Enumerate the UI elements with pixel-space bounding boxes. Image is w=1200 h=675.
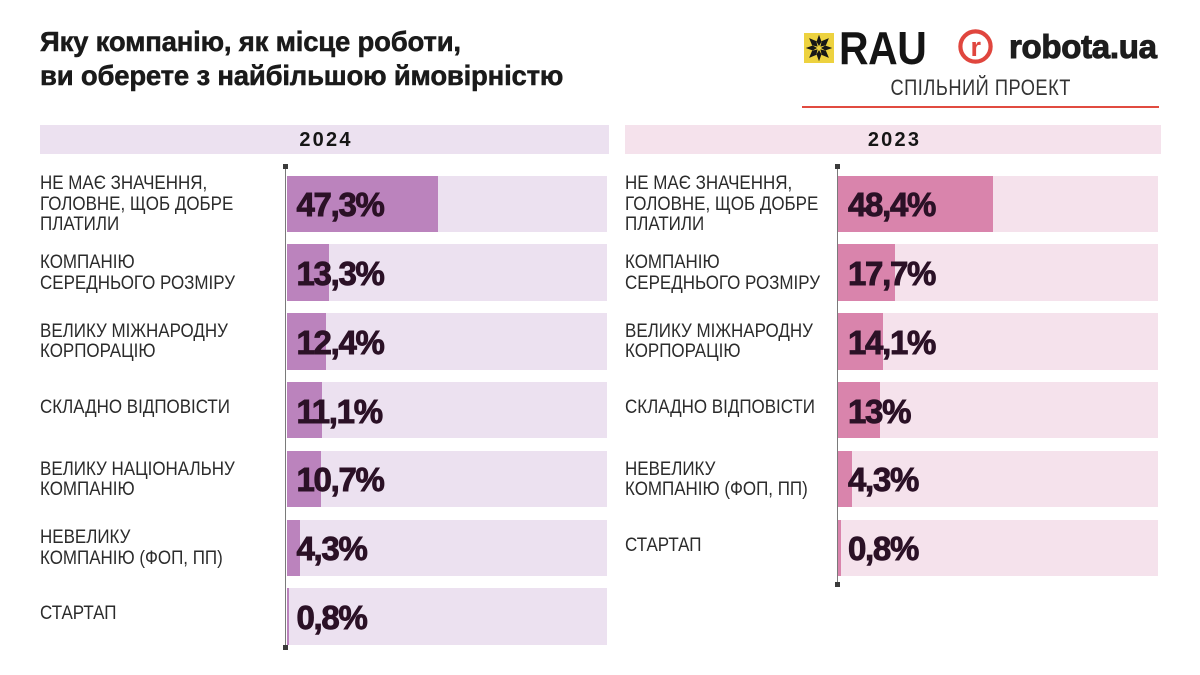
svg-text:r: r	[971, 32, 982, 62]
